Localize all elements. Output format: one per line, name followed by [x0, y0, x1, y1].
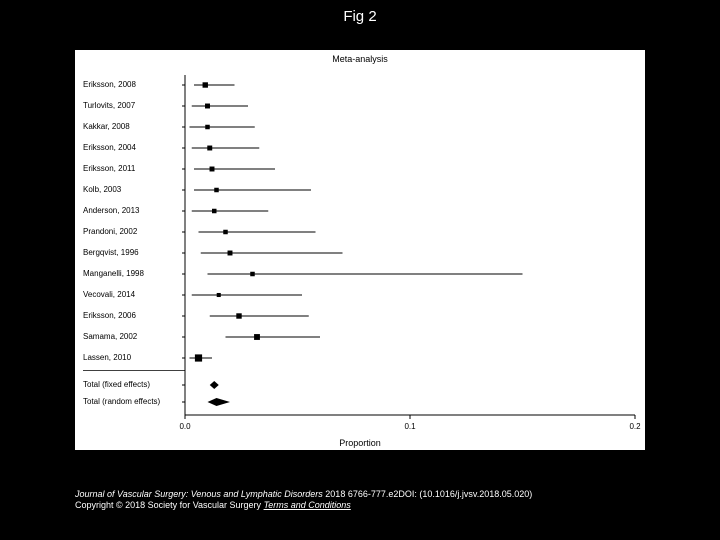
- svg-text:Total (random effects): Total (random effects): [83, 397, 161, 406]
- svg-text:Eriksson, 2004: Eriksson, 2004: [83, 143, 136, 152]
- svg-text:Eriksson, 2008: Eriksson, 2008: [83, 80, 136, 89]
- svg-text:Anderson, 2013: Anderson, 2013: [83, 206, 140, 215]
- citation-details: 2018 6766-777.e2DOI: (10.1016/j.jvsv.201…: [323, 489, 532, 499]
- svg-text:Kakkar, 2008: Kakkar, 2008: [83, 122, 130, 131]
- forest-plot: Meta-analysis 0.00.10.2Eriksson, 2008Tur…: [75, 50, 645, 450]
- svg-text:Turlovits, 2007: Turlovits, 2007: [83, 101, 136, 110]
- svg-text:Vecovali, 2014: Vecovali, 2014: [83, 290, 136, 299]
- forest-svg: 0.0 0.1 0.2 Eriksson, 2008 Turlovits, 2007 Ka…: [75, 50, 645, 450]
- svg-text:Lassen, 2010: Lassen, 2010: [83, 353, 132, 362]
- svg-text:0.2: 0.2: [629, 422, 641, 431]
- svg-text:Bergqvist, 1996: Bergqvist, 1996: [83, 248, 139, 257]
- svg-text:Manganelli, 1998: Manganelli, 1998: [83, 269, 144, 278]
- slide: Fig 2 Meta-analysis 0.00.10.2Eriksson, 2…: [0, 0, 720, 540]
- svg-text:0.0: 0.0: [179, 422, 191, 431]
- svg-text:Prandoni, 2002: Prandoni, 2002: [83, 227, 138, 236]
- x-axis-label: Proportion: [75, 438, 645, 448]
- svg-text:Eriksson, 2011: Eriksson, 2011: [83, 164, 136, 173]
- svg-text:Total (fixed effects): Total (fixed effects): [83, 380, 150, 389]
- svg-text:Samama, 2002: Samama, 2002: [83, 332, 138, 341]
- figure-title: Fig 2: [0, 8, 720, 25]
- terms-link[interactable]: Terms and Conditions: [264, 500, 351, 510]
- citation: Journal of Vascular Surgery: Venous and …: [75, 489, 645, 512]
- svg-text:Kolb, 2003: Kolb, 2003: [83, 185, 122, 194]
- citation-journal: Journal of Vascular Surgery: Venous and …: [75, 489, 323, 499]
- svg-text:0.1: 0.1: [404, 422, 416, 431]
- citation-copyright: Copyright © 2018 Society for Vascular Su…: [75, 500, 264, 510]
- svg-text:Eriksson, 2006: Eriksson, 2006: [83, 311, 136, 320]
